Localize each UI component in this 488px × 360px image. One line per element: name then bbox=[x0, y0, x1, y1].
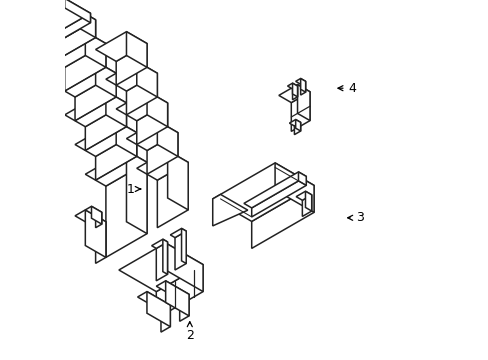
Polygon shape bbox=[296, 191, 311, 200]
Polygon shape bbox=[75, 8, 96, 38]
Polygon shape bbox=[297, 85, 309, 121]
Polygon shape bbox=[75, 73, 116, 121]
Polygon shape bbox=[106, 91, 126, 127]
Polygon shape bbox=[34, 8, 96, 44]
Text: 2: 2 bbox=[185, 322, 193, 342]
Polygon shape bbox=[137, 62, 157, 97]
Polygon shape bbox=[91, 206, 102, 224]
Polygon shape bbox=[151, 239, 167, 248]
Text: 3: 3 bbox=[347, 211, 363, 224]
Polygon shape bbox=[294, 122, 300, 135]
Polygon shape bbox=[292, 86, 297, 100]
Polygon shape bbox=[34, 0, 90, 31]
Polygon shape bbox=[295, 78, 305, 84]
Polygon shape bbox=[96, 32, 147, 62]
Polygon shape bbox=[298, 172, 305, 185]
Polygon shape bbox=[60, 13, 90, 41]
Polygon shape bbox=[170, 229, 186, 238]
Polygon shape bbox=[116, 91, 167, 121]
Text: 1: 1 bbox=[127, 183, 141, 195]
Polygon shape bbox=[251, 176, 305, 217]
Polygon shape bbox=[291, 92, 309, 131]
Polygon shape bbox=[54, 62, 116, 97]
Polygon shape bbox=[302, 195, 311, 216]
Polygon shape bbox=[96, 222, 106, 264]
Polygon shape bbox=[126, 32, 147, 67]
Polygon shape bbox=[64, 44, 106, 91]
Polygon shape bbox=[137, 150, 188, 180]
Polygon shape bbox=[278, 85, 309, 103]
Polygon shape bbox=[96, 62, 116, 97]
Polygon shape bbox=[165, 243, 203, 292]
Polygon shape bbox=[96, 133, 137, 180]
Polygon shape bbox=[157, 162, 188, 228]
Polygon shape bbox=[147, 91, 167, 127]
Polygon shape bbox=[275, 163, 313, 212]
Polygon shape bbox=[54, 20, 96, 62]
Polygon shape bbox=[292, 83, 297, 97]
Polygon shape bbox=[181, 229, 186, 264]
Polygon shape bbox=[75, 121, 137, 157]
Polygon shape bbox=[147, 292, 170, 327]
Polygon shape bbox=[300, 78, 305, 92]
Polygon shape bbox=[126, 150, 147, 234]
Polygon shape bbox=[85, 103, 126, 150]
Polygon shape bbox=[64, 91, 126, 127]
Polygon shape bbox=[289, 120, 300, 126]
Polygon shape bbox=[137, 292, 170, 310]
Polygon shape bbox=[287, 83, 297, 89]
Polygon shape bbox=[116, 44, 147, 85]
Polygon shape bbox=[116, 121, 137, 157]
Polygon shape bbox=[106, 62, 157, 91]
Polygon shape bbox=[165, 281, 189, 316]
Polygon shape bbox=[137, 103, 167, 145]
Polygon shape bbox=[75, 210, 106, 228]
Polygon shape bbox=[300, 81, 305, 95]
Polygon shape bbox=[212, 163, 313, 221]
Polygon shape bbox=[126, 73, 157, 115]
Polygon shape bbox=[64, 0, 90, 23]
Text: 4: 4 bbox=[337, 82, 356, 95]
Polygon shape bbox=[212, 194, 247, 226]
Polygon shape bbox=[85, 210, 106, 257]
Polygon shape bbox=[147, 133, 178, 174]
Polygon shape bbox=[119, 243, 203, 292]
Polygon shape bbox=[295, 120, 300, 131]
Polygon shape bbox=[106, 162, 147, 257]
Polygon shape bbox=[85, 206, 102, 216]
Polygon shape bbox=[244, 172, 305, 208]
Polygon shape bbox=[251, 185, 313, 248]
Polygon shape bbox=[44, 32, 106, 67]
Polygon shape bbox=[156, 242, 167, 281]
Polygon shape bbox=[157, 121, 178, 157]
Polygon shape bbox=[167, 150, 188, 210]
Polygon shape bbox=[85, 150, 147, 186]
Polygon shape bbox=[126, 121, 178, 150]
Polygon shape bbox=[163, 239, 167, 274]
Polygon shape bbox=[96, 212, 102, 228]
Polygon shape bbox=[161, 305, 170, 332]
Polygon shape bbox=[175, 231, 186, 270]
Polygon shape bbox=[305, 191, 311, 211]
Polygon shape bbox=[156, 281, 189, 300]
Polygon shape bbox=[85, 32, 106, 67]
Polygon shape bbox=[156, 265, 203, 319]
Polygon shape bbox=[179, 294, 189, 321]
